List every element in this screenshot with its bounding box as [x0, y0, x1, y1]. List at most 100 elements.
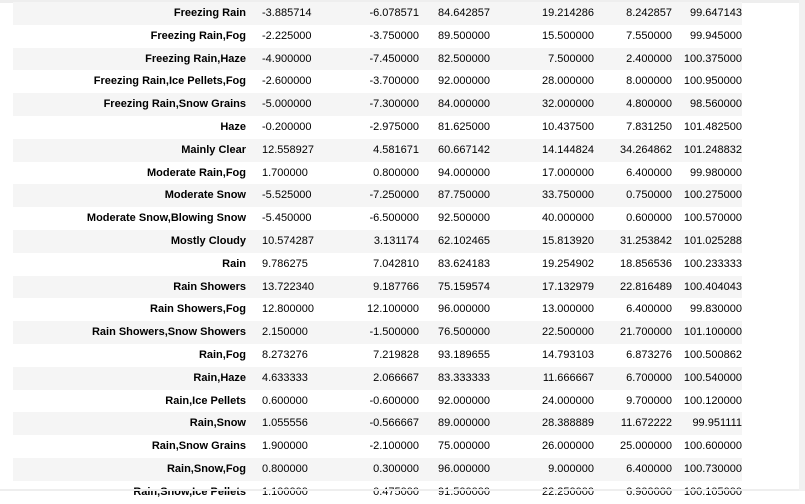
table-cell: 6.873276 [626, 348, 672, 361]
table-row: Rain Showers,Snow Showers 2.150000 -1.5000… [13, 321, 742, 344]
table-cell: 99.980000 [690, 166, 742, 179]
table-cell: 92.500000 [438, 212, 490, 225]
table-row: Mainly Clear 12.558927 4.581671 60.667142 14… [13, 138, 742, 162]
table-row: Freezing Rain,Snow Grains -5.000000 -7.300… [13, 93, 742, 116]
table-cell: 2.400000 [626, 52, 672, 65]
row-index-label: Rain Showers,Snow Showers [91, 326, 246, 339]
table-cell: 100.233333 [683, 257, 742, 270]
row-index-label: Freezing Rain,Ice Pellets,Fog [93, 75, 246, 88]
row-index-label: Freezing Rain,Snow Grains [103, 98, 246, 111]
table-cell: 8.000000 [626, 75, 672, 88]
table-cell: 0.800000 [373, 166, 419, 179]
table-cell: 22.500000 [542, 326, 594, 339]
table-cell: 9.000000 [548, 462, 594, 475]
table-row: Rain,Ice Pellets 0.600000 -0.600000 92.0000… [13, 389, 742, 413]
table-cell: 100.120000 [683, 394, 742, 407]
row-index-label: Rain,Snow,Ice Pellets [133, 485, 246, 498]
table-cell: -3.885714 [262, 7, 312, 19]
table-cell: -7.450000 [369, 52, 419, 65]
row-index-label: Moderate Snow,Blowing Snow [86, 212, 246, 225]
table-cell: 8.242857 [626, 7, 672, 19]
table-cell: 83.624183 [438, 257, 490, 270]
table-cell: -2.225000 [262, 29, 312, 42]
table-cell: 0.600000 [626, 212, 672, 225]
table-cell: -0.200000 [262, 120, 312, 133]
table-cell: 17.132979 [542, 280, 594, 293]
table-cell: 91.500000 [438, 485, 490, 498]
table-cell: 0.750000 [626, 189, 672, 202]
table-cell: 6.900000 [626, 485, 672, 498]
table-row: Moderate Snow -5.525000 -7.250000 87.750000… [13, 184, 742, 208]
row-index-label: Freezing Rain,Haze [145, 52, 246, 65]
table-cell: -7.300000 [369, 98, 419, 111]
table-cell: 28.388889 [542, 417, 594, 430]
table-row: Rain,Fog 8.273276 7.219828 93.189655 14.7931… [13, 343, 742, 367]
table-cell: 84.642857 [438, 7, 490, 19]
table-cell: 98.560000 [690, 98, 742, 111]
vertical-scrollbar[interactable] [799, 0, 805, 491]
table-cell: 7.831250 [626, 120, 672, 133]
table-cell: 0.475000 [373, 485, 419, 498]
table-cell: -5.450000 [262, 212, 312, 225]
row-index-label: Rain,Haze [193, 371, 246, 384]
table-row: Rain 9.786275 7.042810 83.624183 19.254902 18… [13, 252, 742, 276]
table-cell: 33.750000 [542, 189, 594, 202]
table-cell: 15.813920 [542, 234, 594, 247]
table-cell: 9.786275 [262, 257, 308, 270]
table-cell: 100.500862 [683, 348, 742, 361]
table-cell: 99.951111 [692, 417, 742, 430]
table-row: Freezing Rain,Fog -2.225000 -3.750000 89.50… [13, 24, 742, 48]
row-index-label: Rain,Ice Pellets [165, 394, 246, 407]
table-cell: -2.100000 [369, 440, 419, 453]
table-cell: 75.000000 [438, 440, 490, 453]
table-cell: 14.144824 [542, 143, 594, 156]
table-row: Rain,Haze 4.633333 2.066667 83.333333 11.666… [13, 366, 742, 390]
table-cell: 13.722340 [262, 280, 314, 293]
table-cell: 8.273276 [262, 348, 308, 361]
table-cell: 18.856536 [620, 257, 672, 270]
table-cell: -5.000000 [262, 98, 312, 111]
bottom-border [0, 489, 805, 491]
dataframe-table: Freezing Rain -3.885714 -6.078571 84.642857… [13, 2, 742, 504]
table-cell: 96.000000 [438, 303, 490, 316]
row-index-label: Rain,Fog [198, 348, 246, 361]
table-cell: 100.600000 [683, 440, 742, 453]
table-cell: 2.066667 [373, 371, 419, 384]
table-cell: 6.700000 [626, 371, 672, 384]
table-cell: 1.900000 [262, 440, 308, 453]
top-border [0, 0, 805, 3]
table-cell: 100.275000 [683, 189, 742, 202]
table-cell: 100.950000 [683, 75, 742, 88]
table-cell: 24.000000 [542, 394, 594, 407]
row-index-label: Mainly Clear [181, 143, 246, 156]
table-cell: 4.581671 [373, 143, 419, 156]
table-cell: 0.600000 [262, 394, 308, 407]
table-row: Freezing Rain,Haze -4.900000 -7.450000 82.5… [13, 47, 742, 71]
table-row: Rain,Snow,Fog 0.800000 0.300000 96.000000 9.… [13, 457, 742, 481]
table-cell: 92.000000 [438, 75, 490, 88]
table-row: Rain,Snow 1.055556 -0.566667 89.000000 28.38… [13, 412, 742, 436]
table-cell: 1.100000 [262, 485, 308, 498]
table-cell: 100.540000 [683, 371, 742, 384]
table-cell: 99.945000 [690, 29, 742, 42]
table-cell: 7.219828 [373, 348, 419, 361]
table-cell: 101.100000 [683, 326, 742, 339]
table-cell: 22.816489 [620, 280, 672, 293]
table-cell: -2.600000 [262, 75, 312, 88]
table-cell: 89.000000 [438, 417, 490, 430]
table-cell: 15.500000 [542, 29, 594, 42]
row-index-label: Rain,Snow,Fog [166, 462, 246, 475]
table-cell: 100.404043 [683, 280, 742, 293]
table-row: Rain,Snow,Ice Pellets 1.100000 0.475000 91.… [13, 480, 742, 504]
table-cell: 99.830000 [690, 303, 742, 316]
dataframe-body: Freezing Rain -3.885714 -6.078571 84.642857… [13, 2, 742, 504]
table-cell: 14.793103 [542, 348, 594, 361]
table-cell: 6.400000 [626, 462, 672, 475]
table-cell: -3.750000 [369, 29, 419, 42]
table-cell: 100.375000 [683, 52, 742, 65]
table-cell: 101.025288 [683, 234, 742, 247]
table-cell: 4.800000 [626, 98, 672, 111]
table-cell: 92.000000 [438, 394, 490, 407]
table-cell: 28.000000 [542, 75, 594, 88]
table-cell: 21.700000 [620, 326, 672, 339]
